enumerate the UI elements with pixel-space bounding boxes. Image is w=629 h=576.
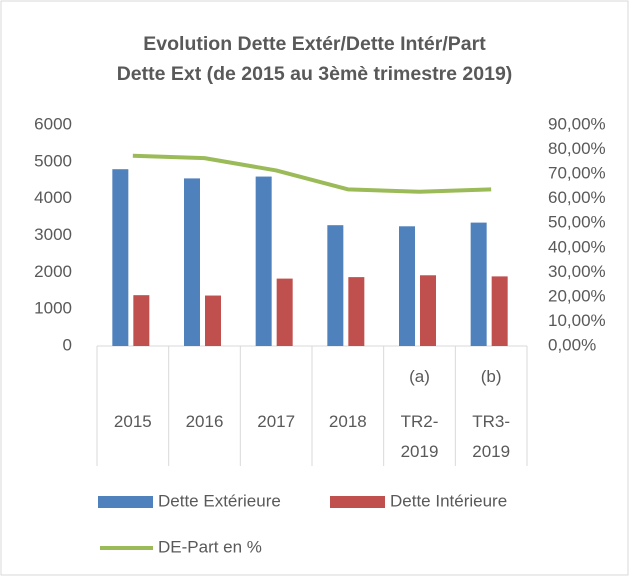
- y2-tick-label: 20,00%: [548, 286, 606, 305]
- x-tick-label: TR3-2019: [472, 412, 511, 461]
- x-tick-label: TR2-2019: [400, 412, 439, 461]
- bar: [276, 278, 293, 346]
- bar: [470, 222, 487, 346]
- bar: [184, 178, 200, 346]
- bar: [205, 295, 221, 346]
- y-tick-label: 3000: [34, 225, 72, 244]
- y-tick-label: 1000: [34, 299, 72, 318]
- y-tick-label: 0: [63, 335, 72, 354]
- y2-tick-label: 70,00%: [548, 164, 606, 183]
- y2-tick-label: 30,00%: [548, 262, 606, 281]
- bar: [491, 276, 508, 346]
- y-tick-label: 2000: [34, 262, 72, 281]
- legend-swatch: [98, 496, 153, 508]
- line: [132, 153, 492, 194]
- x-tick-note: (a): [409, 367, 430, 386]
- y2-tick-label: 90,00%: [548, 114, 606, 133]
- legend-label: Dette Extérieure: [158, 491, 281, 510]
- x-tick-label: 2017: [257, 412, 296, 431]
- legend-label: DE-Part en %: [158, 537, 262, 556]
- y-tick-label: 4000: [34, 188, 72, 207]
- y-tick-label: 5000: [34, 151, 72, 170]
- bar: [327, 225, 344, 346]
- x-tick-note: (b): [480, 367, 502, 386]
- legend-label: Dette Intérieure: [390, 491, 507, 510]
- bar: [133, 295, 150, 346]
- x-tick-label: 2018: [328, 412, 367, 431]
- y2-tick-label: 80,00%: [548, 139, 606, 158]
- chart-title: Dette Ext (de 2015 au 3èmè trimestre 201…: [116, 63, 513, 85]
- y2-tick-label: 40,00%: [548, 237, 606, 256]
- chart-title: Evolution Dette Extér/Dette Intér/Part: [143, 33, 486, 55]
- bar: [399, 226, 415, 346]
- y2-tick-label: 10,00%: [548, 311, 606, 330]
- bar: [112, 169, 129, 346]
- bar: [255, 176, 272, 346]
- y2-tick-label: 60,00%: [548, 188, 606, 207]
- x-tick-label: 2016: [185, 412, 224, 431]
- bar: [348, 277, 365, 346]
- bar: [420, 275, 436, 346]
- legend-swatch: [330, 496, 385, 508]
- y2-tick-label: 50,00%: [548, 213, 606, 232]
- y2-tick-label: 0,00%: [548, 335, 596, 354]
- x-tick-label: 2015: [113, 412, 152, 431]
- y-tick-label: 6000: [34, 114, 72, 133]
